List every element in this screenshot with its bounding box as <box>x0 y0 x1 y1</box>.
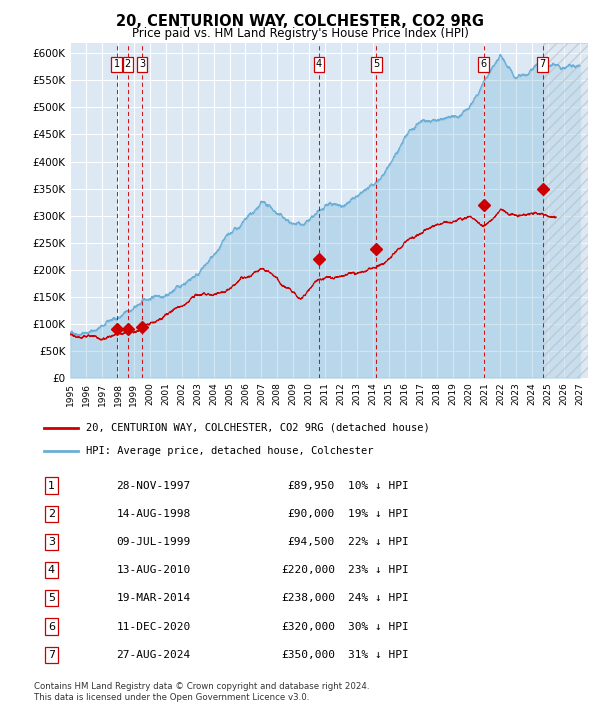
Text: 14-AUG-1998: 14-AUG-1998 <box>116 509 191 519</box>
Text: 31% ↓ HPI: 31% ↓ HPI <box>348 650 409 660</box>
Text: £350,000: £350,000 <box>281 650 335 660</box>
Text: £220,000: £220,000 <box>281 565 335 575</box>
Text: £94,500: £94,500 <box>287 537 335 547</box>
Text: 19% ↓ HPI: 19% ↓ HPI <box>348 509 409 519</box>
Text: Contains HM Land Registry data © Crown copyright and database right 2024.: Contains HM Land Registry data © Crown c… <box>34 682 370 691</box>
Text: 3: 3 <box>139 60 145 70</box>
Text: 2: 2 <box>48 509 55 519</box>
Text: This data is licensed under the Open Government Licence v3.0.: This data is licensed under the Open Gov… <box>34 693 310 702</box>
Text: 27-AUG-2024: 27-AUG-2024 <box>116 650 191 660</box>
Text: 20, CENTURION WAY, COLCHESTER, CO2 9RG (detached house): 20, CENTURION WAY, COLCHESTER, CO2 9RG (… <box>86 422 429 432</box>
Text: 30% ↓ HPI: 30% ↓ HPI <box>348 621 409 631</box>
Text: 09-JUL-1999: 09-JUL-1999 <box>116 537 191 547</box>
Text: 6: 6 <box>48 621 55 631</box>
Text: 11-DEC-2020: 11-DEC-2020 <box>116 621 191 631</box>
Text: £90,000: £90,000 <box>287 509 335 519</box>
Text: 22% ↓ HPI: 22% ↓ HPI <box>348 537 409 547</box>
Text: 28-NOV-1997: 28-NOV-1997 <box>116 481 191 491</box>
Text: 5: 5 <box>373 60 379 70</box>
Text: 2: 2 <box>125 60 131 70</box>
Text: 6: 6 <box>481 60 487 70</box>
Text: Price paid vs. HM Land Registry's House Price Index (HPI): Price paid vs. HM Land Registry's House … <box>131 27 469 40</box>
Text: 7: 7 <box>48 650 55 660</box>
Text: 3: 3 <box>48 537 55 547</box>
Text: 20, CENTURION WAY, COLCHESTER, CO2 9RG: 20, CENTURION WAY, COLCHESTER, CO2 9RG <box>116 14 484 29</box>
Text: 23% ↓ HPI: 23% ↓ HPI <box>348 565 409 575</box>
Text: 1: 1 <box>48 481 55 491</box>
Text: 24% ↓ HPI: 24% ↓ HPI <box>348 594 409 604</box>
Text: 19-MAR-2014: 19-MAR-2014 <box>116 594 191 604</box>
Text: 5: 5 <box>48 594 55 604</box>
Text: 13-AUG-2010: 13-AUG-2010 <box>116 565 191 575</box>
Text: 10% ↓ HPI: 10% ↓ HPI <box>348 481 409 491</box>
Text: 4: 4 <box>48 565 55 575</box>
Text: 1: 1 <box>113 60 119 70</box>
Text: £238,000: £238,000 <box>281 594 335 604</box>
Text: HPI: Average price, detached house, Colchester: HPI: Average price, detached house, Colc… <box>86 447 373 457</box>
Text: 7: 7 <box>539 60 546 70</box>
Text: £320,000: £320,000 <box>281 621 335 631</box>
Text: £89,950: £89,950 <box>287 481 335 491</box>
Text: 4: 4 <box>316 60 322 70</box>
